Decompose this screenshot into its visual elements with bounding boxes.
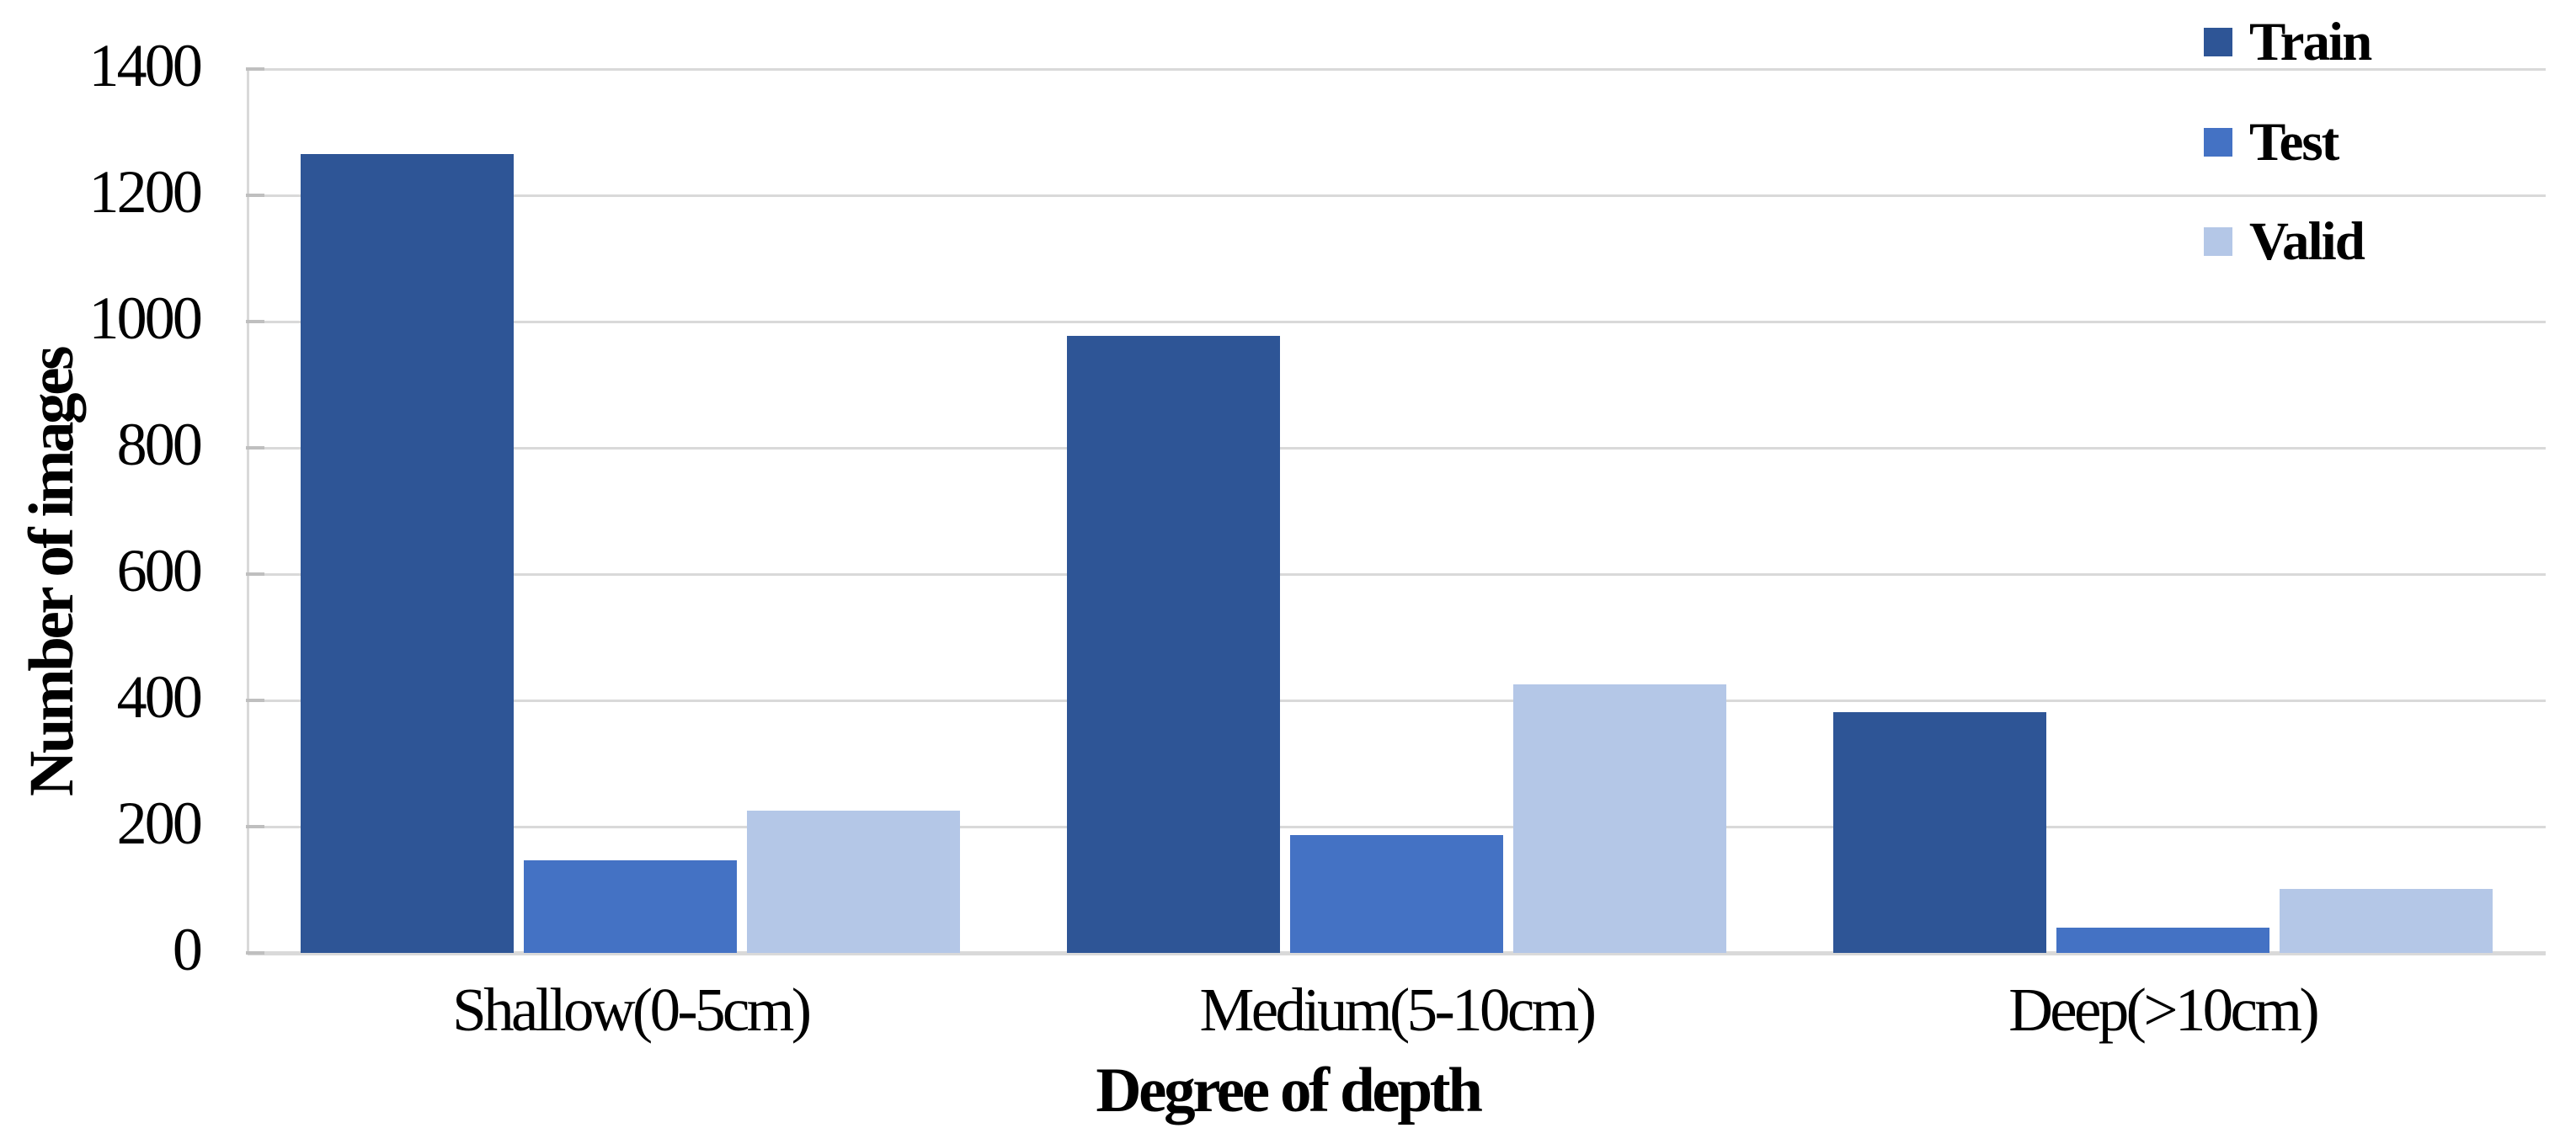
legend-item-valid: Valid <box>2204 211 2365 272</box>
axis-tick-600 <box>246 572 264 576</box>
category-label-3: Deep(>10cm) <box>2008 976 2319 1044</box>
legend-label-train: Train <box>2249 12 2372 72</box>
gridline-1200 <box>248 194 2546 197</box>
category-label-1: Shallow(0-5cm) <box>452 976 812 1044</box>
y-tick-label-1000: 1000 <box>88 285 203 352</box>
y-tick-label-1200: 1200 <box>88 158 203 226</box>
x-axis-title: Degree of depth <box>1096 1056 1483 1125</box>
y-axis-line <box>247 69 249 955</box>
gridline-400 <box>248 699 2546 702</box>
y-tick-label-600: 600 <box>116 537 203 604</box>
axis-tick-1400 <box>246 67 264 71</box>
legend-swatch-train-icon <box>2204 28 2232 56</box>
axis-tick-200 <box>246 825 264 828</box>
legend-label-test: Test <box>2249 111 2339 173</box>
bar-group-1 <box>248 69 1014 953</box>
legend-item-train: Train <box>2204 12 2372 72</box>
gridline-1400 <box>248 67 2546 71</box>
y-tick-label-200: 200 <box>116 790 203 857</box>
bar-train-1 <box>301 154 515 953</box>
legend-label-valid: Valid <box>2249 211 2365 272</box>
axis-tick-1000 <box>246 320 264 323</box>
gridline-200 <box>248 825 2546 828</box>
y-tick-label-800: 800 <box>116 411 203 478</box>
axis-tick-1200 <box>246 194 264 197</box>
axis-tick-800 <box>246 446 264 450</box>
bar-test-2 <box>1289 834 1503 953</box>
bar-group-3 <box>1779 69 2546 953</box>
category-label-2: Medium(5-10cm) <box>1199 976 1597 1044</box>
bar-train-2 <box>1066 336 1280 953</box>
gridline-600 <box>248 572 2546 576</box>
bar-valid-2 <box>1512 684 1726 953</box>
legend-swatch-test-icon <box>2204 127 2232 157</box>
bar-valid-1 <box>747 811 961 953</box>
bar-valid-3 <box>2279 888 2493 953</box>
axis-tick-0 <box>246 951 264 955</box>
bar-group-2 <box>1014 69 1780 953</box>
gridline-800 <box>248 446 2546 450</box>
legend-swatch-valid-icon <box>2204 227 2232 256</box>
gridline-1000 <box>248 320 2546 323</box>
bar-train-3 <box>1832 712 2046 953</box>
y-tick-label-1400: 1400 <box>88 32 203 99</box>
y-tick-label-400: 400 <box>116 663 203 731</box>
bar-test-3 <box>2056 928 2269 953</box>
axis-tick-400 <box>246 699 264 702</box>
bar-test-1 <box>524 859 738 953</box>
legend-item-test: Test <box>2204 111 2339 173</box>
plot-area <box>246 67 2546 955</box>
y-tick-label-0: 0 <box>172 916 203 983</box>
gridline-0 <box>248 951 2546 955</box>
